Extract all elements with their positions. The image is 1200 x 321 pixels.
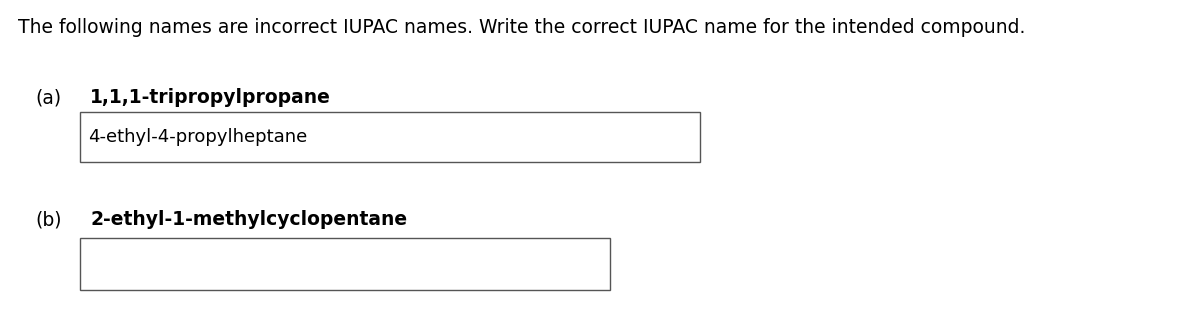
FancyBboxPatch shape bbox=[80, 238, 610, 290]
Text: 1,1,1-tripropylpropane: 1,1,1-tripropylpropane bbox=[90, 88, 331, 107]
Text: 2-ethyl-1-methylcyclopentane: 2-ethyl-1-methylcyclopentane bbox=[90, 210, 407, 229]
Text: (b): (b) bbox=[35, 210, 61, 229]
Text: The following names are incorrect IUPAC names. Write the correct IUPAC name for : The following names are incorrect IUPAC … bbox=[18, 18, 1025, 37]
FancyBboxPatch shape bbox=[80, 112, 700, 162]
Text: (a): (a) bbox=[35, 88, 61, 107]
Text: 4-ethyl-4-propylheptane: 4-ethyl-4-propylheptane bbox=[88, 128, 307, 146]
